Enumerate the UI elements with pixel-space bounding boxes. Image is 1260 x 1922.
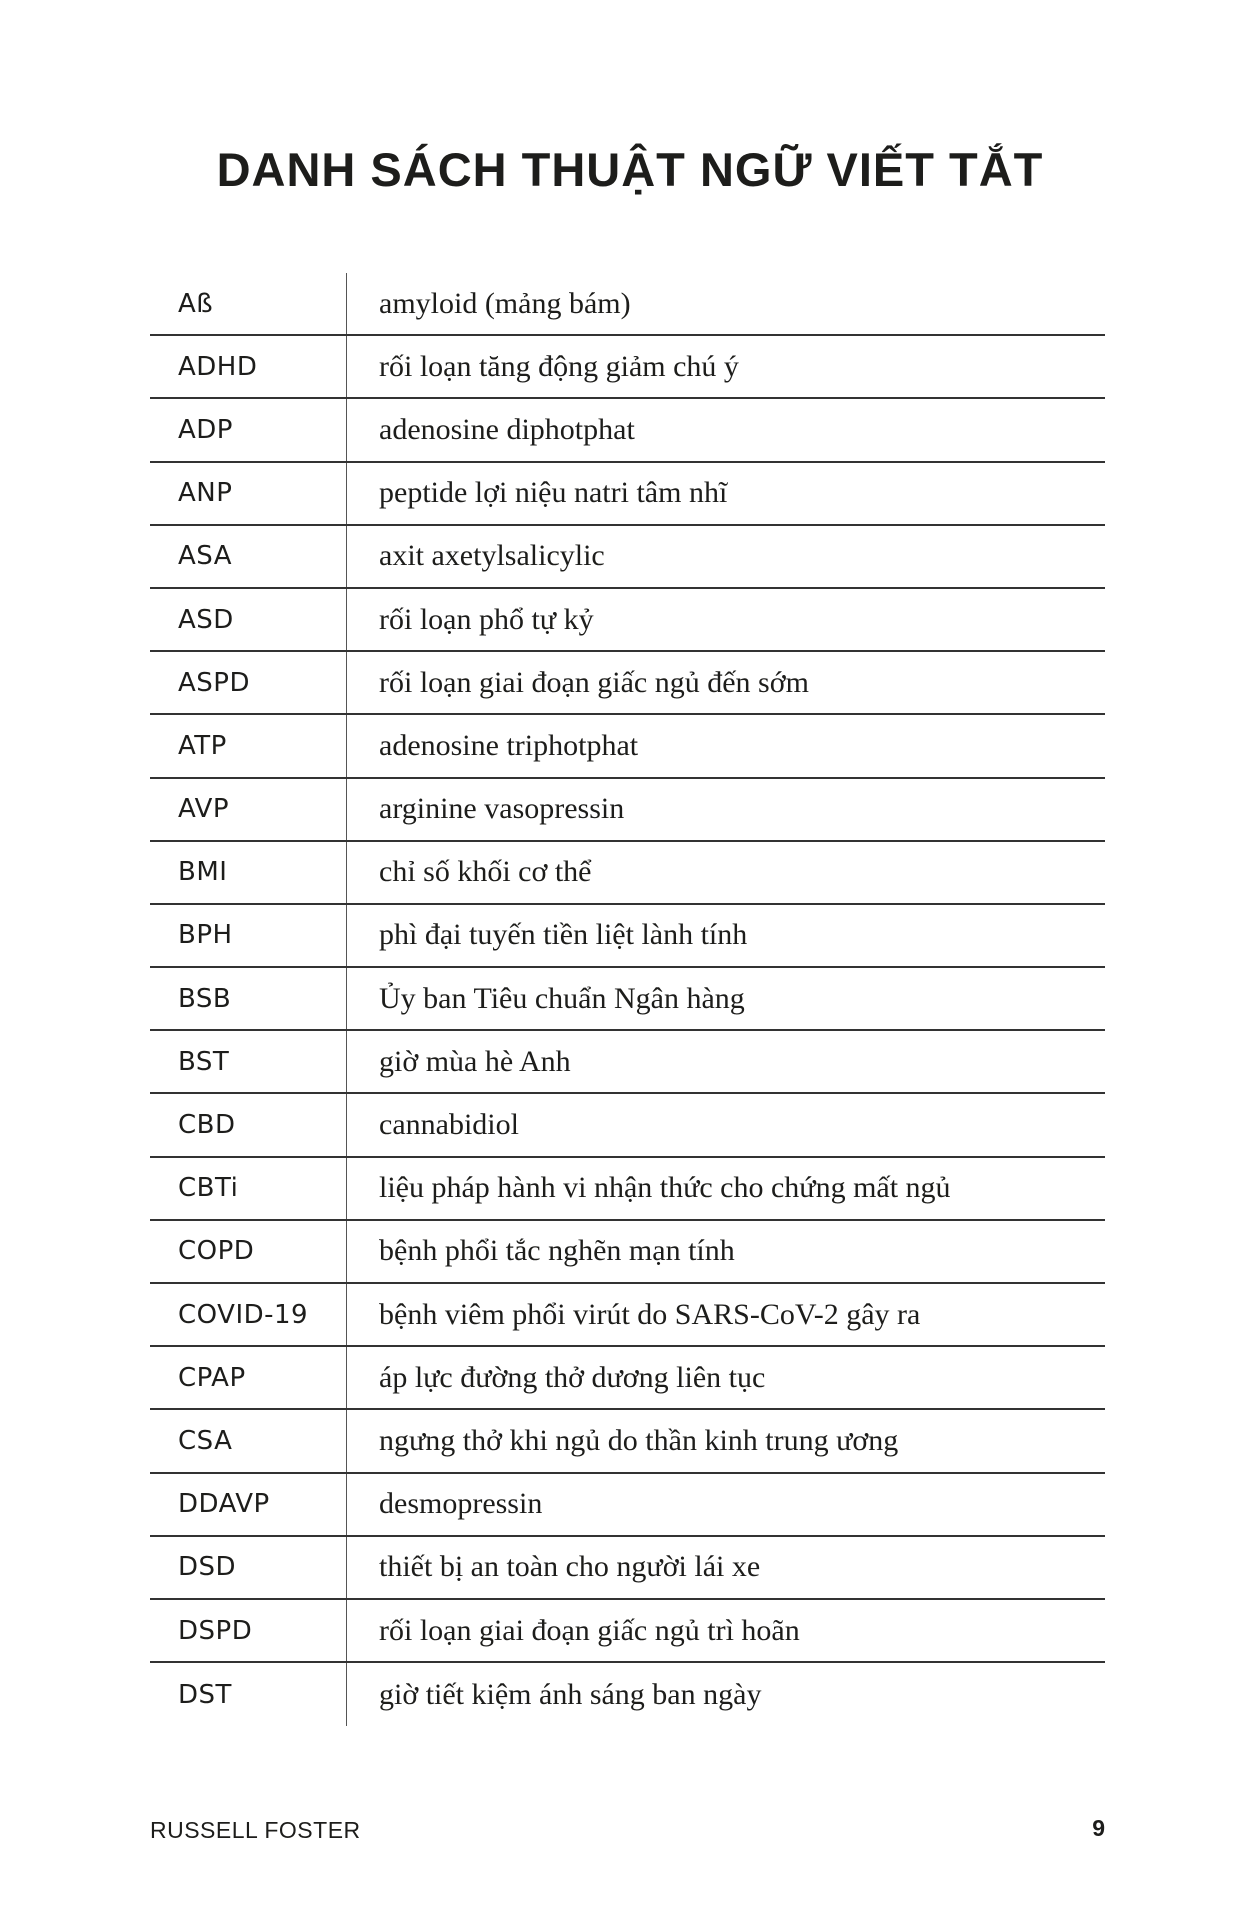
definition: peptide lợi niệu natri tâm nhĩ bbox=[379, 476, 728, 510]
abbreviation: DST bbox=[150, 1663, 347, 1727]
table-row: BMI chỉ số khối cơ thể bbox=[150, 841, 1105, 905]
definition: chỉ số khối cơ thể bbox=[379, 855, 592, 889]
definition: bệnh viêm phổi virút do SARS-CoV-2 gây r… bbox=[379, 1297, 921, 1331]
abbreviation: CBD bbox=[150, 1094, 347, 1156]
definition: rối loạn phổ tự kỷ bbox=[379, 602, 594, 636]
abbreviation: COVID-19 bbox=[150, 1284, 347, 1346]
page-number: 9 bbox=[1092, 1815, 1105, 1841]
abbreviation: BPH bbox=[150, 904, 347, 967]
definition: phì đại tuyến tiền liệt lành tính bbox=[379, 918, 748, 952]
definition: thiết bị an toàn cho người lái xe bbox=[379, 1550, 761, 1584]
table-row: COVID-19 bệnh viêm phổi virút do SARS-CoV… bbox=[150, 1284, 1105, 1348]
definition: giờ mùa hè Anh bbox=[379, 1044, 571, 1078]
definition: Ủy ban Tiêu chuẩn Ngân hàng bbox=[379, 981, 745, 1015]
abbreviation: DSPD bbox=[150, 1599, 347, 1662]
table-row: ADHD rối loạn tăng động giảm chú ý bbox=[150, 336, 1105, 400]
definition: desmopressin bbox=[379, 1487, 543, 1521]
abbreviation: AVP bbox=[150, 778, 347, 840]
abbreviation: ASA bbox=[150, 525, 347, 587]
table-row: ASPD rối loạn giai đoạn giấc ngủ đến sớm bbox=[150, 652, 1105, 716]
abbreviation: DSD bbox=[150, 1536, 347, 1598]
table-row: BST giờ mùa hè Anh bbox=[150, 1031, 1105, 1095]
definition: liệu pháp hành vi nhận thức cho chứng mấ… bbox=[379, 1171, 951, 1205]
table-row: DSD thiết bị an toàn cho người lái xe bbox=[150, 1536, 1105, 1600]
abbreviation: Aß bbox=[150, 273, 347, 335]
abbreviation: BST bbox=[150, 1031, 347, 1093]
abbreviation: ANP bbox=[150, 462, 347, 524]
table-row: CBD cannabidiol bbox=[150, 1094, 1105, 1158]
definition: ngưng thở khi ngủ do thần kinh trung ươn… bbox=[379, 1423, 899, 1457]
table-row: CBTi liệu pháp hành vi nhận thức cho chứn… bbox=[150, 1157, 1105, 1221]
table-row: Aß amyloid (mảng bám) bbox=[150, 273, 1105, 337]
abbreviation-table: Aß amyloid (mảng bám) ADHD rối loạn tăng độ… bbox=[150, 273, 1105, 1727]
table-row: ASA axit axetylsalicylic bbox=[150, 525, 1105, 589]
definition: áp lực đường thở dương liên tục bbox=[379, 1360, 766, 1394]
abbreviation: ADP bbox=[150, 399, 347, 461]
table-row: CSA ngưng thở khi ngủ do thần kinh trung … bbox=[150, 1410, 1105, 1474]
abbreviation: BSB bbox=[150, 968, 347, 1030]
abbreviation: BMI bbox=[150, 841, 347, 903]
definition: rối loạn tăng động giảm chú ý bbox=[379, 349, 739, 383]
definition: adenosine diphotphat bbox=[379, 412, 635, 446]
footer-author: RUSSELL FOSTER bbox=[150, 1817, 361, 1843]
definition: adenosine triphotphat bbox=[379, 728, 639, 762]
abbreviation: ASPD bbox=[150, 652, 347, 714]
table-row: ADP adenosine diphotphat bbox=[150, 399, 1105, 463]
abbreviation: DDAVP bbox=[150, 1473, 347, 1535]
definition: rối loạn giai đoạn giấc ngủ trì hoãn bbox=[379, 1613, 800, 1647]
abbreviation: COPD bbox=[150, 1220, 347, 1282]
abbreviation: CBTi bbox=[150, 1157, 347, 1219]
definition: arginine vasopressin bbox=[379, 792, 625, 826]
abbreviation: CPAP bbox=[150, 1347, 347, 1409]
table-row: BSB Ủy ban Tiêu chuẩn Ngân hàng bbox=[150, 968, 1105, 1032]
definition: giờ tiết kiệm ánh sáng ban ngày bbox=[379, 1677, 762, 1711]
definition: cannabidiol bbox=[379, 1108, 519, 1142]
table-row: COPD bệnh phổi tắc nghẽn mạn tính bbox=[150, 1220, 1105, 1284]
page-title: DANH SÁCH THUẬT NGỮ VIẾT TẮT bbox=[216, 143, 1044, 196]
table-row: ANP peptide lợi niệu natri tâm nhĩ bbox=[150, 462, 1105, 526]
table-row: ATP adenosine triphotphat bbox=[150, 715, 1105, 779]
table-row: CPAP áp lực đường thở dương liên tục bbox=[150, 1347, 1105, 1411]
definition: bệnh phổi tắc nghẽn mạn tính bbox=[379, 1234, 735, 1268]
table-row: AVP arginine vasopressin bbox=[150, 778, 1105, 842]
abbreviation: ADHD bbox=[150, 336, 347, 398]
definition: axit axetylsalicylic bbox=[379, 539, 605, 573]
table-row: DSPD rối loạn giai đoạn giấc ngủ trì hoãn bbox=[150, 1599, 1105, 1664]
abbreviation: ATP bbox=[150, 715, 347, 777]
abbreviation: CSA bbox=[150, 1410, 347, 1472]
table-row: DDAVP desmopressin bbox=[150, 1473, 1105, 1537]
table-row: ASD rối loạn phổ tự kỷ bbox=[150, 588, 1105, 653]
table-row: BPH phì đại tuyến tiền liệt lành tính bbox=[150, 904, 1105, 969]
table-row: DST giờ tiết kiệm ánh sáng ban ngày bbox=[150, 1663, 1105, 1727]
abbreviation: ASD bbox=[150, 588, 347, 651]
definition: rối loạn giai đoạn giấc ngủ đến sớm bbox=[379, 665, 809, 699]
definition: amyloid (mảng bám) bbox=[379, 286, 631, 320]
